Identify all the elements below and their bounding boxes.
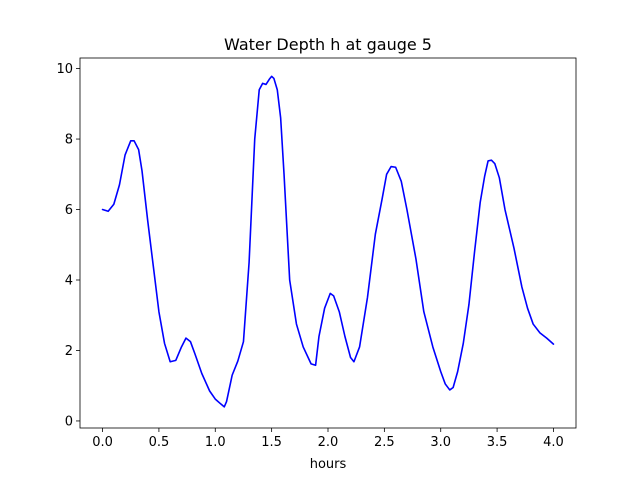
series-line-1 (101, 75, 555, 408)
x-tick-label: 0.5 (149, 435, 170, 450)
chart-title: Water Depth h at gauge 5 (224, 35, 432, 54)
x-tick-label: 3.0 (430, 435, 451, 450)
x-axis-label: hours (310, 457, 347, 472)
x-tick-label: 1.0 (205, 435, 226, 450)
y-tick-label: 6 (65, 203, 73, 218)
x-axis-ticks: 0.0 0.5 1.0 1.5 2.0 2.5 3.0 3.5 4.0 (92, 428, 564, 450)
y-tick-label: 8 (65, 133, 73, 148)
x-tick-label: 1.5 (261, 435, 282, 450)
x-tick-label: 2.5 (374, 435, 395, 450)
plot-frame (79, 57, 577, 429)
x-tick-label: 2.0 (318, 435, 339, 450)
x-tick-label: 3.5 (487, 435, 508, 450)
y-axis-ticks: 0 2 4 6 8 10 (56, 62, 80, 429)
plot-content (101, 75, 555, 408)
y-tick-label: 0 (65, 414, 73, 429)
y-tick-label: 10 (56, 62, 73, 77)
plot-area (80, 58, 576, 428)
x-tick-label: 4.0 (543, 435, 564, 450)
x-tick-label: 0.0 (92, 435, 113, 450)
y-tick-label: 2 (65, 344, 73, 359)
y-tick-label: 4 (65, 274, 73, 289)
